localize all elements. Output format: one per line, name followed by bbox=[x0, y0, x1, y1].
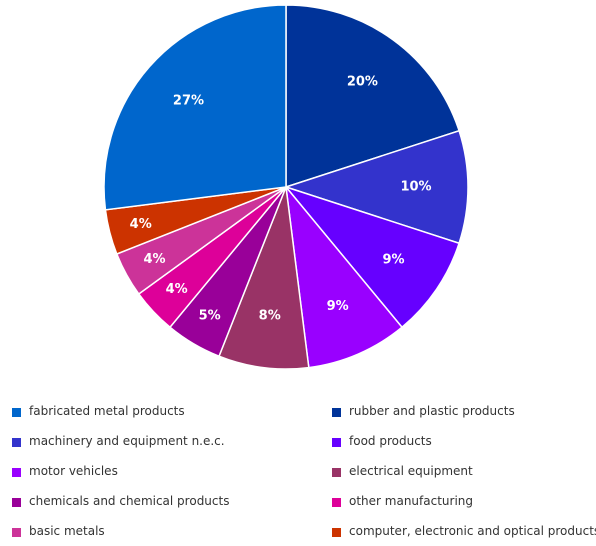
legend-swatch bbox=[332, 467, 341, 477]
legend-label: basic metals bbox=[29, 524, 105, 538]
legend-swatch bbox=[12, 407, 21, 417]
legend-label: motor vehicles bbox=[29, 464, 118, 478]
pie-slices bbox=[103, 4, 469, 370]
pie-data-labels: 20%10%9%9%8%5%4%4%4%27% bbox=[130, 74, 432, 323]
legend-swatch bbox=[332, 437, 341, 447]
legend-label: rubber and plastic products bbox=[349, 404, 515, 418]
legend-swatch bbox=[12, 497, 21, 507]
data-label-basic-metals: 4% bbox=[144, 252, 166, 267]
data-label-machinery-and-equipment-n-e-c: 10% bbox=[400, 180, 431, 195]
pie-slice-fabricated-metal-products[interactable] bbox=[103, 4, 287, 211]
data-label-fabricated-metal-products: 27% bbox=[173, 94, 204, 109]
pie-slice-rubber-and-plastic-products[interactable] bbox=[285, 4, 461, 189]
legend-item-food-products[interactable]: food products bbox=[332, 426, 596, 456]
legend-swatch bbox=[332, 527, 341, 537]
legend-swatch bbox=[12, 467, 21, 477]
pie-slice-motor-vehicles[interactable] bbox=[284, 184, 404, 369]
legend-label: fabricated metal products bbox=[29, 404, 185, 418]
legend-label: machinery and equipment n.e.c. bbox=[29, 434, 225, 448]
legend-label: food products bbox=[349, 434, 432, 448]
data-label-other-manufacturing: 4% bbox=[166, 282, 188, 297]
data-label-food-products: 9% bbox=[382, 253, 404, 268]
legend-label: electrical equipment bbox=[349, 464, 473, 478]
legend-item-basic-metals[interactable]: basic metals bbox=[12, 516, 332, 546]
legend-item-electrical-equipment[interactable]: electrical equipment bbox=[332, 456, 596, 486]
legend-item-chemicals-and-chemical-products[interactable]: chemicals and chemical products bbox=[12, 486, 332, 516]
legend-item-fabricated-metal-products[interactable]: fabricated metal products bbox=[12, 396, 332, 426]
legend-swatch bbox=[12, 437, 21, 447]
legend-label: other manufacturing bbox=[349, 494, 474, 508]
legend-item-other-manufacturing[interactable]: other manufacturing bbox=[332, 486, 596, 516]
pie-slice-food-products[interactable] bbox=[283, 185, 461, 329]
legend-item-computer-electronic-and-optical-products[interactable]: computer, electronic and optical product… bbox=[332, 516, 596, 546]
pie-chart: 20%10%9%9%8%5%4%4%4%27% bbox=[103, 4, 469, 370]
legend-swatch bbox=[12, 527, 21, 537]
legend-label: chemicals and chemical products bbox=[29, 494, 230, 508]
data-label-chemicals-and-chemical-products: 5% bbox=[199, 309, 221, 324]
data-label-rubber-and-plastic-products: 20% bbox=[347, 74, 378, 89]
data-label-motor-vehicles: 9% bbox=[327, 299, 349, 314]
legend-item-rubber-and-plastic-products[interactable]: rubber and plastic products bbox=[332, 396, 596, 426]
legend-swatch bbox=[332, 497, 341, 507]
legend-item-machinery-and-equipment-n-e-c[interactable]: machinery and equipment n.e.c. bbox=[12, 426, 332, 456]
legend-label: computer, electronic and optical product… bbox=[349, 524, 596, 538]
legend-item-motor-vehicles[interactable]: motor vehicles bbox=[12, 456, 332, 486]
pie-slice-electrical-equipment[interactable] bbox=[218, 186, 310, 370]
legend: fabricated metal products rubber and plas… bbox=[12, 396, 596, 546]
legend-swatch bbox=[332, 407, 341, 417]
data-label-computer-electronic-and-optical-products: 4% bbox=[130, 217, 152, 232]
data-label-electrical-equipment: 8% bbox=[259, 308, 281, 323]
pie-slice-machinery-and-equipment-n-e-c[interactable] bbox=[283, 129, 469, 245]
